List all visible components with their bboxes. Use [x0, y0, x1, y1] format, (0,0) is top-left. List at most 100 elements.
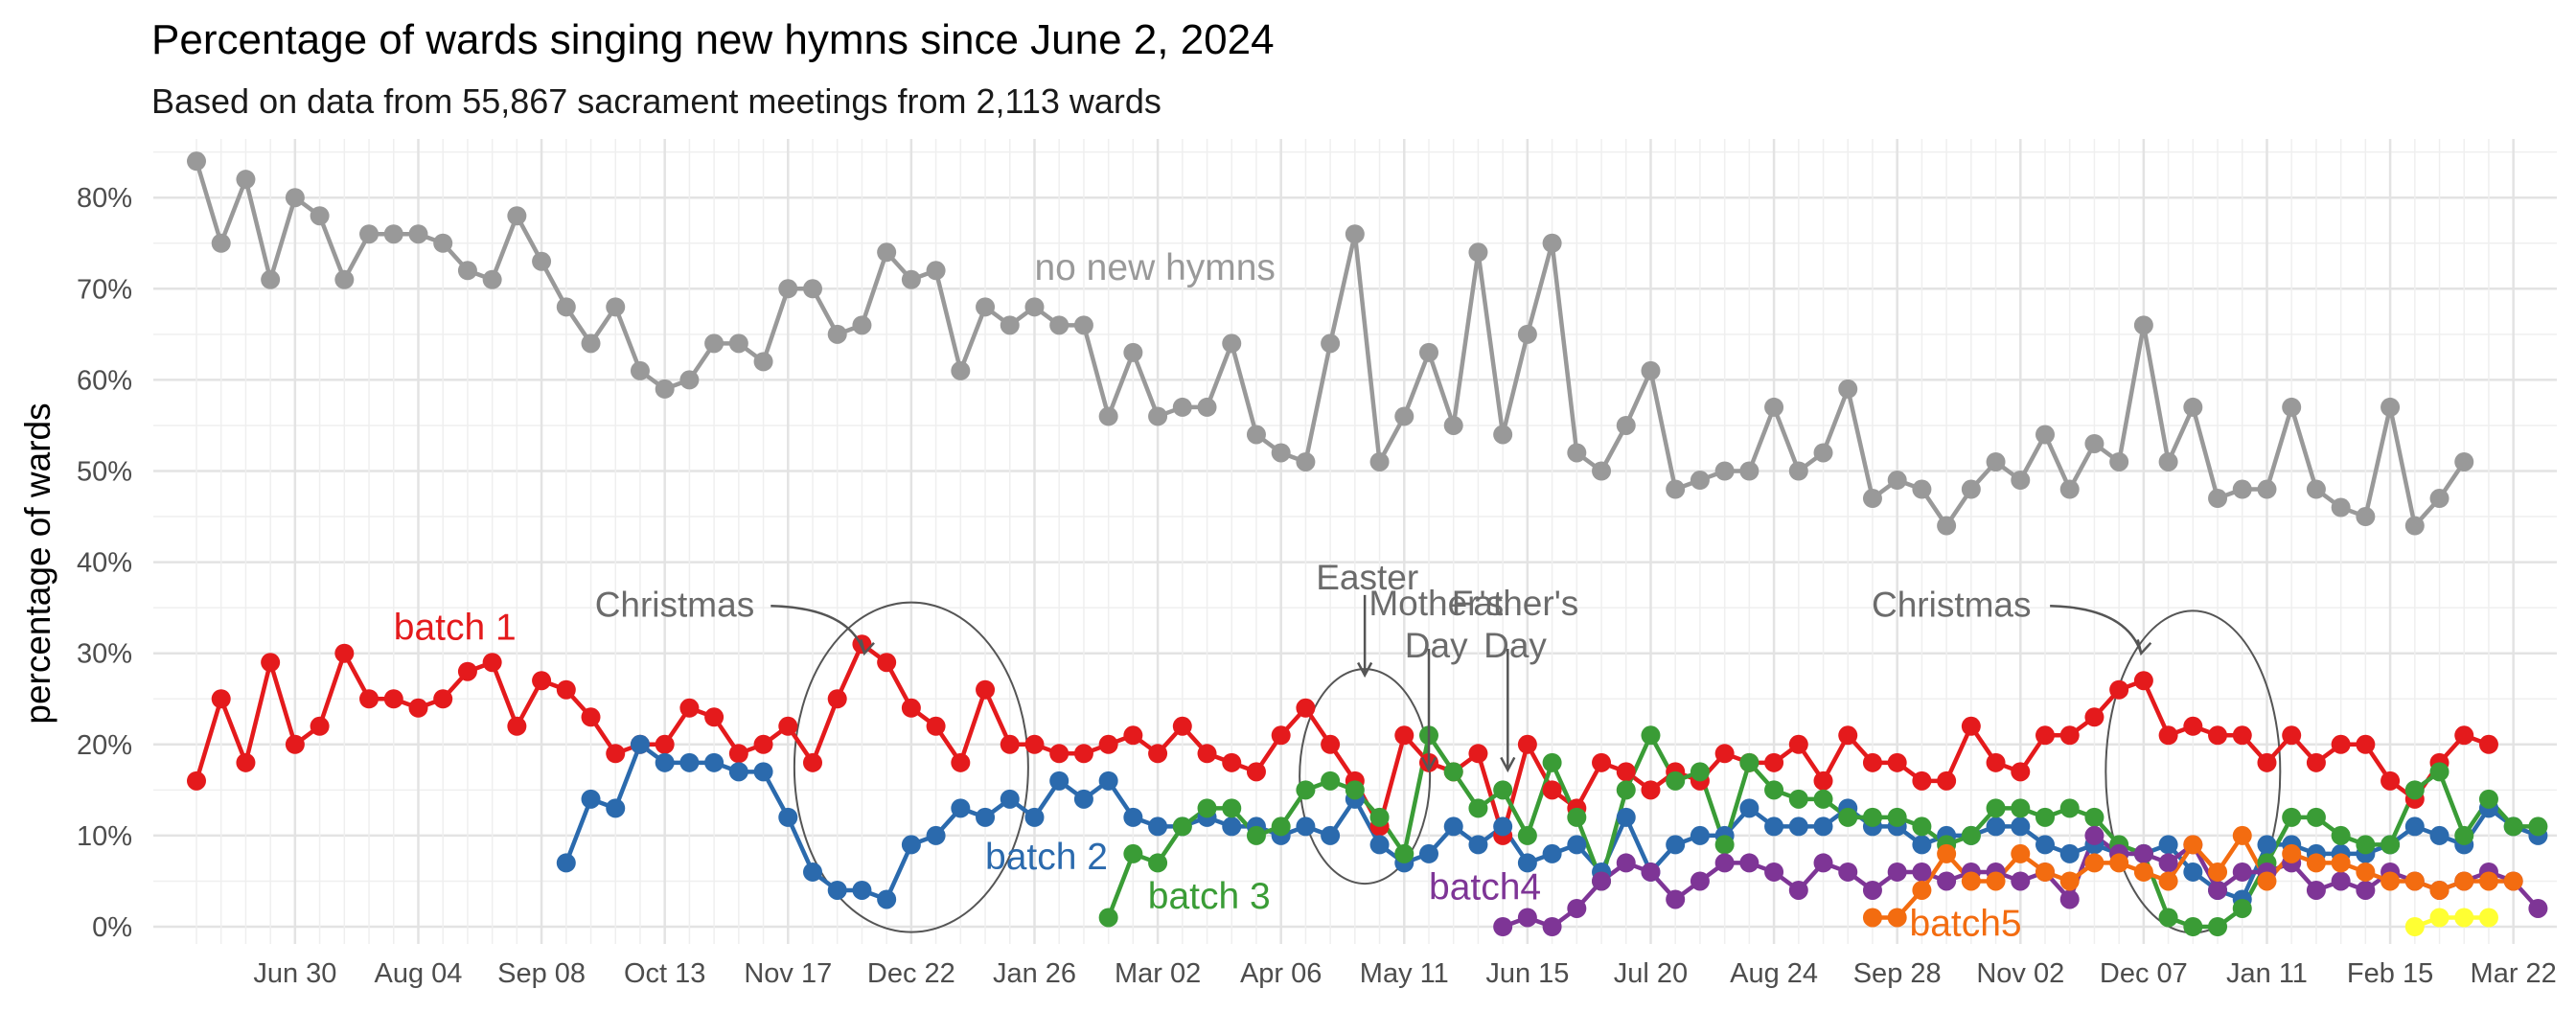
data-point: [1222, 752, 1242, 772]
data-point: [1493, 816, 1513, 837]
data-point: [2429, 908, 2450, 928]
data-point: [556, 297, 576, 317]
data-point: [2331, 871, 2351, 891]
data-point: [704, 752, 724, 772]
data-point: [2454, 725, 2474, 746]
data-point: [1937, 770, 1957, 791]
data-point: [728, 334, 748, 354]
data-point: [261, 653, 281, 673]
data-point: [2429, 825, 2450, 845]
data-point: [2404, 816, 2425, 837]
y-tick-label: 70%: [77, 274, 132, 305]
data-point: [1222, 816, 1242, 837]
data-point: [803, 862, 822, 882]
data-point: [679, 370, 700, 390]
data-point: [2036, 862, 2055, 882]
data-point: [1690, 471, 1710, 491]
data-point: [1246, 762, 1266, 782]
data-point: [2404, 780, 2425, 800]
data-point: [1321, 770, 1341, 791]
data-point: [2232, 898, 2252, 918]
data-point: [1641, 360, 1661, 380]
data-point: [2011, 471, 2031, 491]
data-point: [2059, 479, 2080, 499]
data-point: [2208, 880, 2228, 900]
data-point: [2528, 816, 2548, 837]
data-point: [2257, 871, 2277, 891]
data-point: [187, 151, 206, 172]
data-point: [2109, 853, 2129, 873]
data-point: [926, 716, 946, 736]
data-point: [1542, 752, 1562, 772]
data-point: [1813, 443, 1833, 463]
data-point: [1616, 807, 1636, 827]
data-point: [532, 671, 552, 691]
data-point: [1123, 843, 1143, 863]
data-point: [2084, 807, 2104, 827]
data-point: [1838, 862, 1858, 882]
data-point: [2282, 807, 2302, 827]
data-point: [951, 752, 971, 772]
axes: 0% 10% 20% 30% 40% 50% 60% 70% 80% Jun 30 Aug 04 Se…: [77, 183, 2557, 989]
data-point: [2036, 807, 2055, 827]
data-point: [1296, 816, 1316, 837]
series-points: [187, 151, 2548, 936]
data-point: [408, 698, 428, 718]
data-point: [2331, 853, 2351, 873]
data-point: [778, 716, 798, 736]
data-point: [1517, 324, 1537, 344]
data-point: [1271, 816, 1291, 837]
data-point: [1517, 853, 1537, 873]
data-point: [2183, 917, 2203, 936]
data-point: [187, 770, 206, 791]
data-point: [1616, 415, 1636, 435]
highlight-ellipse: [793, 601, 1029, 933]
data-point: [1813, 816, 1833, 837]
data-point: [2011, 871, 2031, 891]
data-point: [803, 279, 822, 299]
data-point: [285, 734, 305, 754]
data-point: [1197, 744, 1217, 764]
y-tick-label: 0%: [92, 912, 132, 943]
series-label: batch 2: [985, 837, 1108, 878]
data-point: [606, 297, 626, 317]
data-point: [1197, 397, 1217, 417]
data-point: [2306, 807, 2326, 827]
data-point: [753, 734, 773, 754]
data-point: [2503, 816, 2523, 837]
y-axis-label: percentage of wards: [18, 402, 58, 724]
data-point: [1887, 752, 1907, 772]
data-point: [976, 297, 996, 317]
data-point: [1764, 397, 1784, 417]
x-tick-label: Aug 24: [1730, 958, 1818, 989]
data-point: [2404, 917, 2425, 936]
x-tick-label: Nov 17: [744, 958, 832, 989]
data-point: [1887, 471, 1907, 491]
data-point: [1542, 233, 1562, 253]
annotation-label: Christmas: [595, 586, 755, 625]
data-point: [2158, 853, 2178, 873]
y-tick-label: 60%: [77, 365, 132, 396]
data-point: [2011, 798, 2031, 818]
data-point: [1000, 315, 1020, 335]
data-point: [679, 752, 700, 772]
data-point: [1912, 479, 1932, 499]
data-point: [2478, 734, 2498, 754]
data-point: [2503, 871, 2523, 891]
data-point: [1321, 825, 1341, 845]
data-point: [2084, 707, 2104, 727]
data-point: [1542, 780, 1562, 800]
data-point: [1098, 908, 1118, 928]
data-point: [1271, 443, 1291, 463]
data-point: [1764, 780, 1784, 800]
data-point: [2331, 825, 2351, 845]
data-point: [1690, 825, 1710, 845]
data-point: [383, 689, 403, 709]
data-point: [1567, 443, 1587, 463]
data-point: [408, 224, 428, 244]
data-point: [2158, 835, 2178, 855]
data-point: [2133, 671, 2153, 691]
data-point: [2454, 908, 2474, 928]
data-point: [2059, 889, 2080, 909]
data-point: [2158, 725, 2178, 746]
